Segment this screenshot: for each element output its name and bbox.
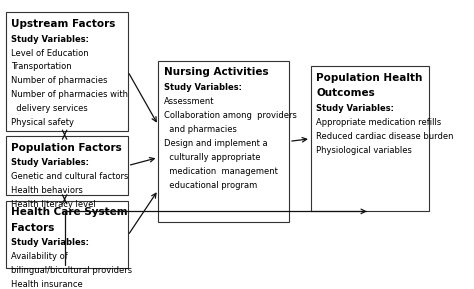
Text: Number of pharmacies with: Number of pharmacies with bbox=[11, 90, 128, 99]
Text: and pharmacies: and pharmacies bbox=[164, 125, 237, 134]
Text: Number of pharmacies: Number of pharmacies bbox=[11, 77, 108, 86]
Text: Study Variables:: Study Variables: bbox=[11, 34, 89, 44]
Text: Health insurance: Health insurance bbox=[11, 280, 83, 289]
Text: Nursing Activities: Nursing Activities bbox=[164, 67, 268, 77]
FancyArrowPatch shape bbox=[129, 193, 156, 233]
Text: medication  management: medication management bbox=[164, 167, 277, 176]
FancyBboxPatch shape bbox=[6, 12, 128, 131]
Text: educational program: educational program bbox=[164, 181, 257, 190]
Text: Health literacy level: Health literacy level bbox=[11, 200, 96, 209]
Text: Appropriate medication refills: Appropriate medication refills bbox=[316, 118, 441, 127]
FancyArrowPatch shape bbox=[63, 195, 67, 204]
Text: Population Health: Population Health bbox=[316, 73, 422, 83]
FancyArrowPatch shape bbox=[292, 138, 307, 142]
Text: Upstream Factors: Upstream Factors bbox=[11, 19, 115, 29]
FancyArrowPatch shape bbox=[63, 130, 67, 139]
Text: Health Care System: Health Care System bbox=[11, 207, 128, 217]
FancyBboxPatch shape bbox=[6, 136, 128, 195]
Text: Study Variables:: Study Variables: bbox=[316, 104, 394, 113]
Text: Health behaviors: Health behaviors bbox=[11, 186, 83, 195]
Text: Level of Education: Level of Education bbox=[11, 49, 89, 58]
Text: Genetic and cultural factors: Genetic and cultural factors bbox=[11, 172, 128, 181]
FancyBboxPatch shape bbox=[6, 201, 128, 268]
Text: Factors: Factors bbox=[11, 223, 55, 233]
Text: bilingual/bicultural providers: bilingual/bicultural providers bbox=[11, 266, 132, 275]
FancyBboxPatch shape bbox=[158, 61, 289, 222]
Text: Transportation: Transportation bbox=[11, 62, 72, 71]
Text: Study Variables:: Study Variables: bbox=[11, 158, 89, 167]
Text: Availability of: Availability of bbox=[11, 252, 68, 261]
Text: Collaboration among  providers: Collaboration among providers bbox=[164, 111, 296, 120]
Text: culturally appropriate: culturally appropriate bbox=[164, 153, 260, 162]
Text: delivery services: delivery services bbox=[11, 105, 88, 114]
Text: Design and implement a: Design and implement a bbox=[164, 139, 267, 148]
Text: Outcomes: Outcomes bbox=[316, 88, 375, 98]
Text: Population Factors: Population Factors bbox=[11, 143, 122, 153]
Text: Study Variables:: Study Variables: bbox=[11, 238, 89, 247]
Text: Assessment: Assessment bbox=[164, 97, 214, 106]
FancyBboxPatch shape bbox=[311, 66, 428, 211]
Text: Study Variables:: Study Variables: bbox=[164, 83, 242, 92]
Text: Physical safety: Physical safety bbox=[11, 118, 74, 127]
Text: Reduced cardiac disease burden: Reduced cardiac disease burden bbox=[316, 132, 454, 141]
FancyArrowPatch shape bbox=[129, 74, 156, 122]
Text: Physiological variables: Physiological variables bbox=[316, 146, 412, 155]
FancyArrowPatch shape bbox=[130, 158, 154, 165]
